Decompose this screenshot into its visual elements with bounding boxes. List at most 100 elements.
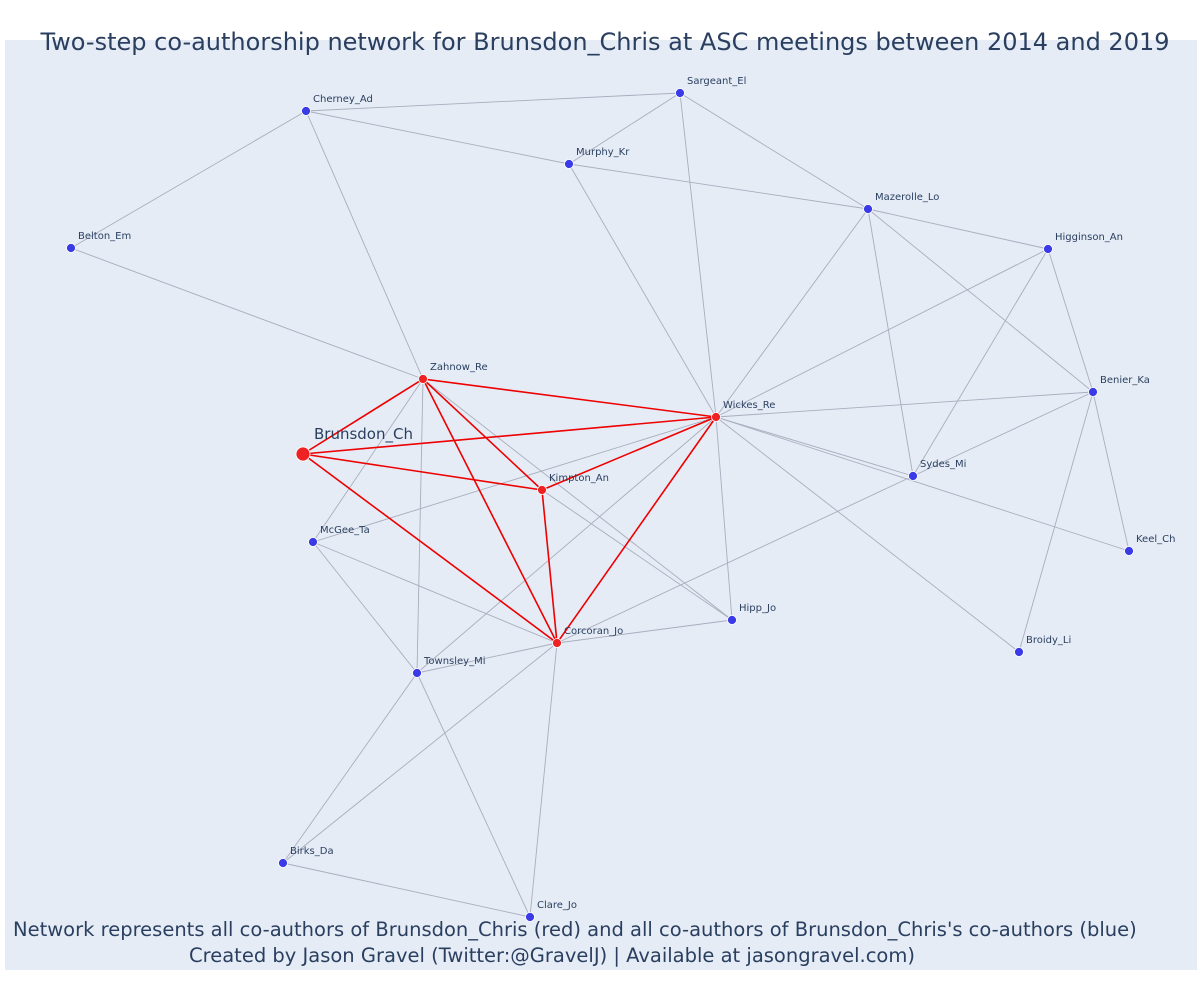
indirect-edge-mazerolle-lo-higginson-an	[867, 208, 1049, 250]
indirect-edge-mazerolle-lo-sydes-mi	[867, 208, 914, 477]
node-mcgee-ta[interactable]	[308, 537, 318, 547]
indirect-edge-higginson-an-wickes-re	[715, 248, 1049, 418]
indirect-edge-sargeant-el-wickes-re	[679, 92, 717, 418]
node-label-broidy-li: Broidy_Li	[1026, 635, 1071, 646]
node-label-mcgee-ta: McGee_Ta	[320, 525, 370, 536]
indirect-edge-zahnow-re-townsley-mi	[416, 378, 424, 674]
node-label-sydes-mi: Sydes_Mi	[920, 459, 966, 470]
node-label-benier-ka: Benier_Ka	[1100, 375, 1150, 386]
node-belton-em[interactable]	[66, 243, 76, 253]
node-labels: Brunsdon_Ch Zahnow_Re Wickes_Re Kimpton_An C…	[78, 76, 1175, 911]
indirect-edge-zahnow-re-mcgee-ta	[312, 378, 424, 543]
node-label-keel-ch: Keel_Ch	[1136, 534, 1175, 545]
indirect-edge-corcoran-jo-hipp-jo	[556, 619, 733, 644]
indirect-edges	[70, 92, 1130, 918]
indirect-edge-wickes-re-mcgee-ta	[312, 416, 717, 543]
node-broidy-li[interactable]	[1014, 647, 1024, 657]
indirect-edge-mcgee-ta-corcoran-jo	[312, 541, 558, 644]
direct-edge-zahnow-re-wickes-re	[422, 378, 717, 418]
indirect-edge-mazerolle-lo-benier-ka	[867, 208, 1094, 393]
node-label-brunsdon-ch: Brunsdon_Ch	[314, 425, 413, 444]
direct-edge-wickes-re-corcoran-jo	[556, 416, 717, 644]
indirect-edge-townsley-mi-clare-jo	[416, 672, 531, 918]
node-label-kimpton-an: Kimpton_An	[549, 473, 609, 484]
node-label-clare-jo: Clare_Jo	[537, 900, 577, 911]
direct-edge-wickes-re-kimpton-an	[541, 416, 717, 491]
indirect-edge-benier-ka-wickes-re	[715, 391, 1094, 418]
indirect-edge-mcgee-ta-townsley-mi	[312, 541, 418, 674]
indirect-edge-benier-ka-keel-ch	[1092, 391, 1130, 552]
indirect-edge-murphy-kr-mazerolle-lo	[568, 163, 869, 210]
node-sargeant-el[interactable]	[675, 88, 685, 98]
chart-title: Two-step co-authorship network for Bruns…	[40, 28, 1170, 56]
indirect-edge-sargeant-el-murphy-kr	[568, 92, 681, 165]
indirect-edge-corcoran-jo-clare-jo	[529, 642, 558, 918]
node-higginson-an[interactable]	[1043, 244, 1053, 254]
node-label-sargeant-el: Sargeant_El	[687, 76, 746, 87]
indirect-edge-cherney-ad-belton-em	[70, 110, 307, 249]
footer-note: Network represents all co-authors of Bru…	[13, 918, 1137, 941]
plot-area	[5, 40, 1197, 970]
indirect-edge-murphy-kr-wickes-re	[568, 163, 717, 418]
node-keel-ch[interactable]	[1124, 546, 1134, 556]
indirect-edge-wickes-re-keel-ch	[715, 416, 1130, 552]
node-clare-jo[interactable]	[525, 912, 535, 922]
indirect-edge-cherney-ad-murphy-kr	[305, 110, 570, 165]
indirect-edge-townsley-mi-birks-da	[282, 672, 418, 864]
direct-edge-brunsdon-ch-wickes-re	[302, 416, 717, 455]
indirect-edge-sydes-mi-corcoran-jo	[556, 475, 914, 644]
node-mazerolle-lo[interactable]	[863, 204, 873, 214]
indirect-edge-cherney-ad-zahnow-re	[305, 110, 424, 380]
indirect-edge-benier-ka-broidy-li	[1018, 391, 1094, 653]
node-kimpton-an[interactable]	[537, 485, 547, 495]
direct-edge-brunsdon-ch-kimpton-an	[302, 453, 543, 491]
direct-edge-zahnow-re-kimpton-an	[422, 378, 543, 491]
node-sydes-mi[interactable]	[908, 471, 918, 481]
node-label-corcoran-jo: Corcoran_Jo	[564, 626, 623, 637]
indirect-edge-wickes-re-hipp-jo	[715, 416, 733, 621]
indirect-edge-birks-da-clare-jo	[282, 862, 531, 918]
indirect-edge-zahnow-re-hipp-jo	[422, 378, 733, 621]
node-label-higginson-an: Higginson_An	[1055, 232, 1123, 243]
indirect-edge-higginson-an-benier-ka	[1047, 248, 1094, 393]
indirect-edge-wickes-re-broidy-li	[715, 416, 1020, 653]
node-label-hipp-jo: Hipp_Jo	[739, 603, 776, 614]
node-corcoran-jo[interactable]	[552, 638, 562, 648]
indirect-edge-sargeant-el-mazerolle-lo	[679, 92, 869, 210]
direct-edge-zahnow-re-corcoran-jo	[422, 378, 558, 644]
node-label-townsley-mi: Townsley_Mi	[423, 656, 486, 667]
indirect-edge-cherney-ad-sargeant-el	[305, 92, 681, 112]
indirect-edge-belton-em-zahnow-re	[70, 247, 424, 380]
node-label-belton-em: Belton_Em	[78, 231, 131, 242]
nodes	[66, 88, 1134, 922]
node-cherney-ad[interactable]	[301, 106, 311, 116]
node-label-cherney-ad: Cherney_Ad	[313, 94, 373, 105]
node-benier-ka[interactable]	[1088, 387, 1098, 397]
node-label-birks-da: Birks_Da	[290, 846, 334, 857]
indirect-edge-higginson-an-sydes-mi	[912, 248, 1049, 477]
node-label-mazerolle-lo: Mazerolle_Lo	[875, 192, 939, 203]
direct-edge-brunsdon-ch-corcoran-jo	[302, 453, 558, 644]
node-wickes-re[interactable]	[711, 412, 721, 422]
direct-edge-brunsdon-ch-zahnow-re	[302, 378, 424, 455]
indirect-edge-wickes-re-sydes-mi	[715, 416, 914, 477]
node-label-murphy-kr: Murphy_Kr	[576, 147, 630, 158]
node-zahnow-re[interactable]	[418, 374, 428, 384]
direct-edges	[302, 378, 717, 644]
node-townsley-mi[interactable]	[412, 668, 422, 678]
node-label-zahnow-re: Zahnow_Re	[430, 362, 488, 373]
node-label-wickes-re: Wickes_Re	[723, 400, 775, 411]
indirect-edge-kimpton-an-hipp-jo	[541, 489, 733, 621]
indirect-edge-mazerolle-lo-wickes-re	[715, 208, 869, 418]
indirect-edge-townsley-mi-corcoran-jo	[416, 642, 558, 674]
direct-edge-kimpton-an-corcoran-jo	[541, 489, 558, 644]
node-brunsdon-ch[interactable]	[295, 446, 311, 462]
indirect-edge-benier-ka-sydes-mi	[912, 391, 1094, 477]
footer-credit: Created by Jason Gravel (Twitter:@Gravel…	[189, 944, 915, 967]
indirect-edge-corcoran-jo-birks-da	[282, 642, 558, 864]
node-murphy-kr[interactable]	[564, 159, 574, 169]
node-birks-da[interactable]	[278, 858, 288, 868]
indirect-edge-wickes-re-townsley-mi	[416, 416, 717, 674]
node-hipp-jo[interactable]	[727, 615, 737, 625]
